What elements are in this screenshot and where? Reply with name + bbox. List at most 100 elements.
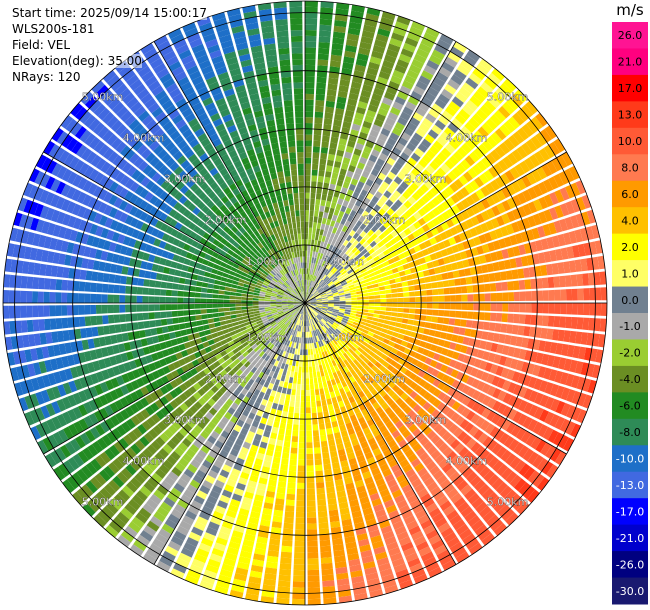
- velocity-gate: [357, 326, 364, 332]
- velocity-gate: [325, 480, 335, 488]
- velocity-gate: [350, 505, 361, 513]
- velocity-gate: [263, 393, 270, 401]
- velocity-gate: [196, 490, 208, 500]
- velocity-gate: [337, 313, 344, 318]
- velocity-gate: [247, 297, 253, 301]
- velocity-gate: [282, 369, 287, 376]
- velocity-gate: [476, 201, 486, 212]
- velocity-gate: [222, 464, 232, 473]
- velocity-gate: [413, 535, 427, 546]
- velocity-gate: [439, 33, 454, 46]
- velocity-gate: [375, 113, 386, 122]
- velocity-gate: [350, 294, 357, 298]
- velocity-gate: [296, 500, 305, 507]
- velocity-gate: [515, 427, 527, 441]
- velocity-gate: [333, 119, 342, 127]
- velocity-gate: [502, 303, 509, 312]
- velocity-gate: [193, 373, 202, 382]
- velocity-gate: [439, 231, 448, 241]
- velocity-gate: [310, 305, 316, 308]
- velocity-gate: [255, 396, 263, 404]
- velocity-gate: [280, 375, 286, 382]
- velocity-gate: [334, 262, 340, 269]
- velocity-gate: [325, 362, 330, 370]
- velocity-gate: [298, 453, 305, 460]
- velocity-gate: [103, 325, 110, 335]
- velocity-gate: [411, 478, 422, 489]
- velocity-gate: [371, 124, 382, 133]
- velocity-gate: [54, 447, 67, 462]
- velocity-gate: [177, 304, 184, 310]
- velocity-gate: [352, 279, 359, 284]
- velocity-gate: [309, 287, 313, 293]
- velocity-gate: [361, 271, 369, 277]
- velocity-gate: [223, 307, 230, 312]
- velocity-gate: [71, 472, 84, 486]
- velocity-gate: [520, 255, 529, 267]
- velocity-gate: [306, 430, 312, 437]
- velocity-gate: [362, 309, 369, 313]
- velocity-gate: [298, 343, 301, 350]
- velocity-gate: [516, 501, 530, 515]
- velocity-gate: [379, 568, 393, 578]
- velocity-gate: [321, 254, 326, 261]
- velocity-gate: [363, 233, 371, 241]
- velocity-gate: [119, 397, 129, 408]
- velocity-gate: [364, 347, 371, 354]
- velocity-gate: [315, 270, 319, 277]
- velocity-gate: [101, 434, 113, 447]
- velocity-gate: [294, 552, 305, 559]
- velocity-gate: [241, 388, 249, 396]
- velocity-gate: [299, 314, 302, 320]
- velocity-gate: [478, 173, 489, 185]
- velocity-gate: [350, 312, 357, 317]
- velocity-gate: [338, 375, 345, 383]
- velocity-gate: [90, 458, 102, 472]
- velocity-gate: [571, 407, 582, 421]
- velocity-gate: [275, 391, 281, 399]
- velocity-gate: [431, 49, 445, 61]
- velocity-gate: [384, 176, 393, 185]
- velocity-gate: [328, 503, 338, 511]
- velocity-gate: [351, 217, 358, 225]
- velocity-gate: [354, 212, 362, 220]
- velocity-gate: [337, 315, 343, 320]
- velocity-gate: [336, 395, 343, 403]
- velocity-gate: [490, 218, 500, 229]
- velocity-gate: [328, 225, 334, 233]
- velocity-gate: [248, 412, 256, 420]
- velocity-gate: [588, 317, 595, 331]
- velocity-gate: [237, 316, 244, 321]
- velocity-gate: [530, 278, 537, 289]
- velocity-gate: [509, 167, 521, 180]
- velocity-gate: [189, 315, 196, 322]
- velocity-gate: [345, 307, 352, 310]
- velocity-gate: [450, 46, 464, 58]
- velocity-gate: [336, 286, 343, 291]
- velocity-gate: [536, 166, 547, 180]
- velocity-gate: [373, 118, 384, 128]
- velocity-gate: [146, 417, 157, 428]
- velocity-gate: [332, 292, 339, 296]
- velocity-gate: [348, 348, 355, 355]
- velocity-gate: [242, 312, 249, 317]
- velocity-gate: [312, 158, 319, 165]
- velocity-gate: [356, 53, 369, 62]
- velocity-gate: [411, 167, 421, 177]
- velocity-gate: [426, 405, 436, 415]
- velocity-gate: [305, 349, 308, 356]
- velocity-gate: [142, 296, 149, 303]
- velocity-gate: [305, 82, 315, 89]
- velocity-gate: [289, 359, 293, 366]
- velocity-gate: [326, 343, 332, 350]
- velocity-gate: [306, 331, 309, 338]
- velocity-gate: [415, 188, 425, 197]
- velocity-gate: [257, 483, 267, 491]
- velocity-gate: [193, 521, 206, 532]
- velocity-gate: [320, 319, 326, 325]
- velocity-gate: [379, 310, 386, 315]
- velocity-gate: [303, 308, 305, 315]
- velocity-gate: [448, 359, 457, 368]
- velocity-gate: [409, 26, 423, 37]
- velocity-gate: [301, 378, 305, 385]
